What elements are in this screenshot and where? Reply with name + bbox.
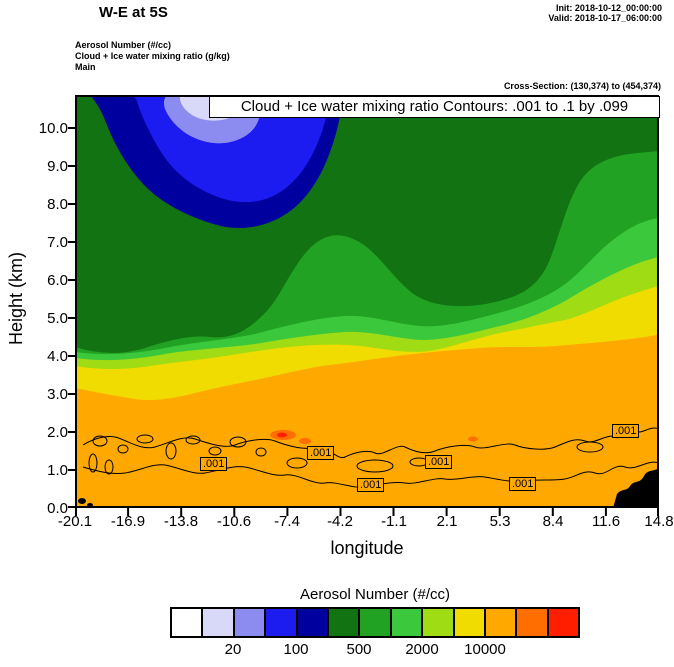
page-title: W-E at 5S: [99, 4, 168, 21]
y-tick-label: 3.0: [47, 386, 68, 403]
y-tick-label: 0.0: [47, 500, 68, 517]
x-tick-label: 11.6: [591, 513, 621, 530]
legend-color-cell: [452, 609, 484, 636]
legend-value-label: 20: [224, 641, 242, 658]
filled-contours: [75, 95, 659, 508]
legend-colorbar: [170, 607, 580, 638]
contour-value-label: .001: [509, 477, 537, 491]
legend-color-cell: [389, 609, 422, 636]
valid-time: Valid: 2018-10-17_06:00:00: [548, 13, 662, 23]
y-axis-title: Height (km): [6, 252, 26, 346]
contour-loop: [104, 459, 114, 475]
contour-lines: [82, 427, 659, 488]
y-tick-label: 4.0: [47, 348, 68, 365]
legend-color-cell: [295, 609, 327, 636]
y-tick-label: 9.0: [47, 158, 68, 175]
x-tick-label: -20.1: [57, 513, 93, 530]
legend-color-cell: [546, 609, 579, 636]
field-info: Aerosol Number (#/cc) Cloud + Ice water …: [75, 40, 230, 73]
legend-color-cell: [515, 609, 547, 636]
legend-color-cell: [326, 609, 359, 636]
y-tick-label: 2.0: [47, 424, 68, 441]
y-tick-label: 1.0: [47, 462, 68, 479]
terrain-speck-1: [78, 498, 86, 504]
legend-value-label: 10000: [464, 641, 506, 658]
init-time: Init: 2018-10-12_00:00:00: [555, 3, 662, 13]
terrain-silhouette: [613, 468, 659, 508]
x-tick-label: 14.8: [644, 513, 674, 530]
x-tick-label: -1.1: [381, 513, 407, 530]
x-tick-label: -4.2: [327, 513, 353, 530]
y-tick-label: 8.0: [47, 196, 68, 213]
legend-title: Aerosol Number (#/cc): [299, 586, 451, 603]
legend-value-label: 2000: [405, 641, 439, 658]
x-tick-label: 8.4: [542, 513, 564, 530]
x-tick-label: 5.3: [489, 513, 511, 530]
contour-loop: [165, 442, 177, 460]
cross-section-plot: [68, 95, 659, 516]
field-line-3: Main: [75, 62, 96, 72]
contour-value-label: .001: [200, 457, 228, 471]
legend-value-label: 500: [346, 641, 372, 658]
fill-red-core-1: [277, 432, 287, 438]
field-line-1: Aerosol Number (#/cc): [75, 40, 172, 50]
y-tick-label: 10.0: [38, 120, 68, 137]
contour-value-label: .001: [357, 478, 385, 492]
fill-dark-orange-spot-3: [468, 436, 478, 442]
x-axis-title: longitude: [330, 538, 404, 558]
legend-color-cell: [232, 609, 265, 636]
x-tick-label: -10.6: [216, 513, 252, 530]
x-tick-label: -13.8: [163, 513, 199, 530]
legend-color-cell: [264, 609, 296, 636]
contour-loop: [208, 446, 222, 456]
axis-ticks: [68, 127, 659, 516]
contour-loop: [88, 453, 98, 473]
contour-value-label: .001: [612, 424, 640, 438]
contour-info-banner: Cloud + Ice water mixing ratio Contours:…: [209, 96, 660, 118]
contour-loop: [229, 436, 247, 448]
contour-loop: [136, 434, 154, 444]
contour-loop: [255, 447, 267, 457]
legend-color-cell: [201, 609, 233, 636]
legend-value-label: 100: [283, 641, 309, 658]
legend-color-cell: [172, 609, 202, 636]
contour-loop: [185, 435, 201, 445]
y-tick-label: 7.0: [47, 234, 68, 251]
contour-loop: [92, 435, 108, 447]
contour-loop: [356, 459, 394, 473]
run-times: Init: 2018-10-12_00:00:00 Valid: 2018-10…: [548, 3, 662, 23]
legend-color-cell: [421, 609, 453, 636]
cross-section-label: Cross-Section: (130,374) to (454,374): [503, 81, 661, 91]
contour-loop: [576, 441, 604, 453]
contour-loop: [286, 457, 308, 469]
field-line-2: Cloud + Ice water mixing ratio (g/kg): [75, 51, 230, 61]
contour-value-label: .001: [425, 455, 453, 469]
y-tick-label: 6.0: [47, 272, 68, 289]
legend-color-cell: [358, 609, 390, 636]
x-tick-label: -7.4: [274, 513, 300, 530]
x-tick-label: -16.9: [110, 513, 146, 530]
y-tick-label: 5.0: [47, 310, 68, 327]
x-tick-label: 2.1: [436, 513, 458, 530]
contour-value-label: .001: [307, 446, 335, 460]
fill-dark-orange-spot-2: [299, 438, 311, 444]
contour-line-lower: [82, 461, 659, 488]
contour-loop: [117, 444, 129, 454]
contour-line-upper: [82, 427, 659, 459]
legend-color-cell: [483, 609, 516, 636]
